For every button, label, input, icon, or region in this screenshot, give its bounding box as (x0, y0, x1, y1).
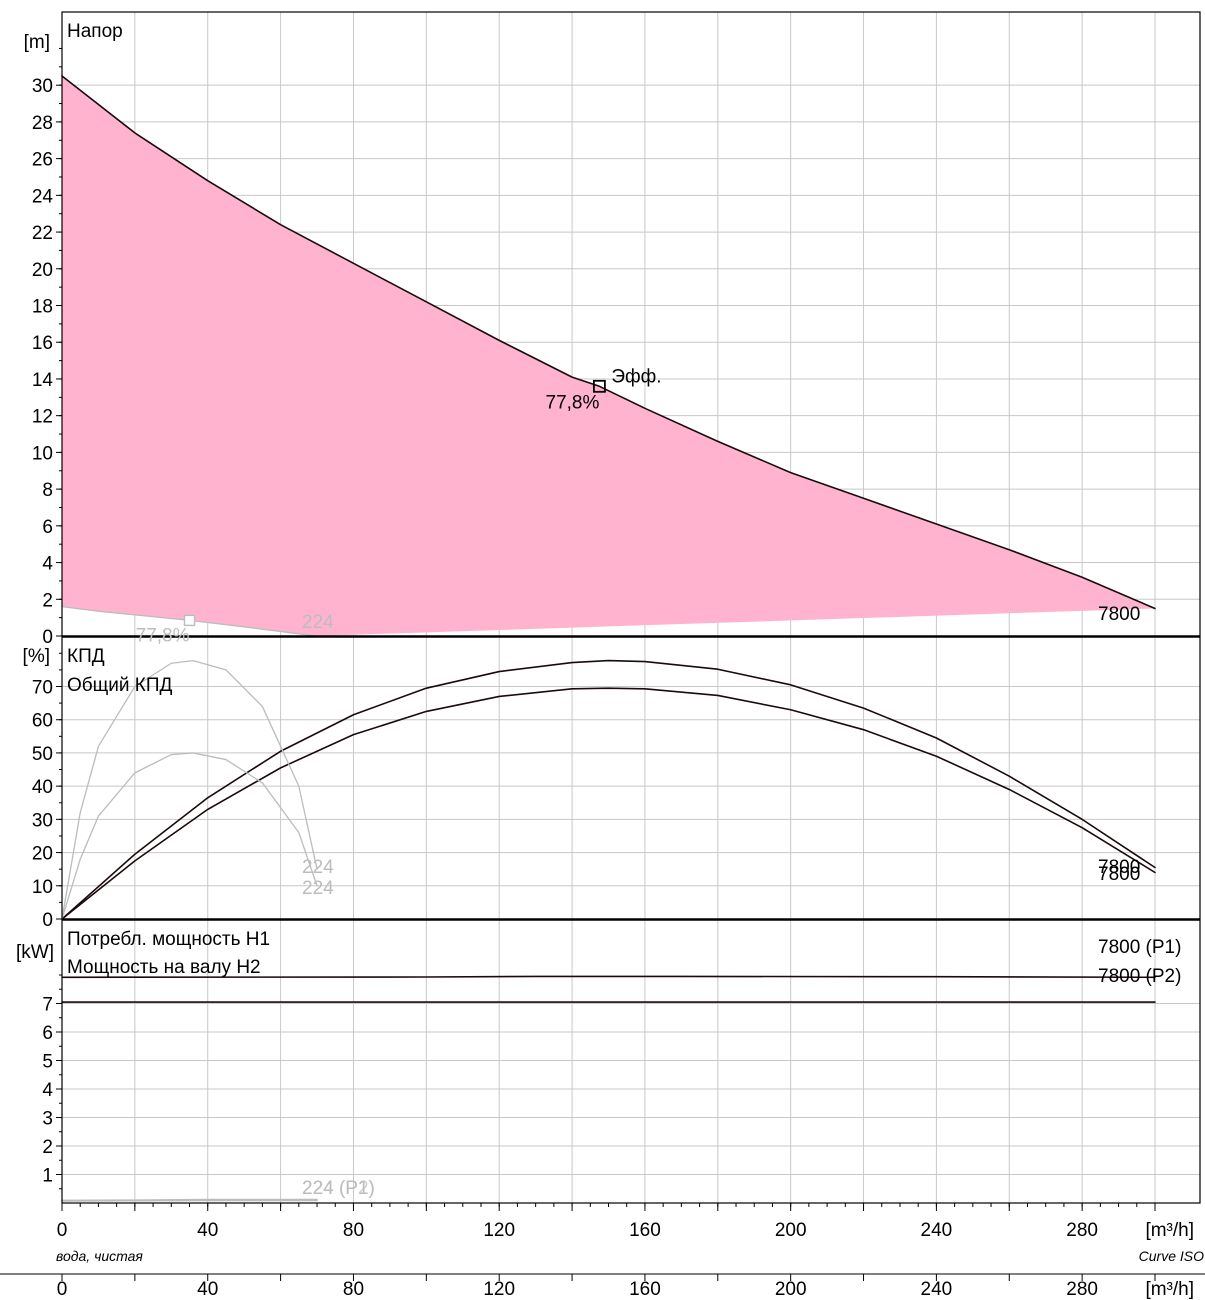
efficiency-curve-7800 (61, 687, 1156, 920)
y-tick-label: 5 (42, 1052, 53, 1073)
y-tick-label: 26 (32, 150, 53, 171)
footer-x-tick-label: 0 (57, 1279, 68, 1300)
y-tick-label: 6 (42, 517, 53, 538)
x-tick-label: 240 (921, 1220, 953, 1241)
footer-x-tick-label: 280 (1066, 1279, 1098, 1300)
x-axis-unit: [m³/h] (1145, 1220, 1194, 1241)
y-tick-label: 20 (32, 844, 53, 865)
frame-layer (0, 11, 1205, 1281)
panel-title-input-power: Потребл. мощность Н1 (67, 929, 270, 950)
power-label-224-p1: 224 (P1) (302, 1178, 375, 1199)
panel-title-head: Напор (67, 21, 123, 42)
plot-frame (61, 11, 1201, 1204)
x-tick-label: 200 (775, 1220, 807, 1241)
duty-point-efficiency: 77,8% (546, 392, 600, 413)
footer-fluid-note: вода, чистая (56, 1248, 143, 1264)
panel-title-efficiency: КПД (67, 646, 105, 667)
efficiency-label-7800: 7800 (1098, 857, 1140, 878)
duty-point-efficiency-224: 77,8% (136, 625, 190, 646)
efficiency-curve-224 (61, 659, 318, 920)
x-tick-label: 40 (197, 1220, 218, 1241)
y-tick-label: 18 (32, 297, 53, 318)
y-tick-label: 2 (42, 1137, 53, 1158)
footer-curve-standard: Curve ISO (1139, 1248, 1204, 1264)
head-curve-7800 (61, 75, 1156, 610)
y-tick-label: 24 (32, 186, 54, 207)
y-tick-label: 7 (42, 995, 53, 1016)
footer-x-tick-label: 40 (197, 1279, 218, 1300)
y-tick-label: 10 (32, 877, 53, 898)
power-label-7800-p1: 7800 (P1) (1098, 937, 1181, 958)
x-tick-label: 80 (343, 1220, 364, 1241)
y-tick-label: 16 (32, 333, 53, 354)
y-tick-label: 28 (32, 113, 53, 134)
duty-point-label: Эфф. (611, 366, 661, 387)
y-tick-label: 40 (32, 777, 53, 798)
y-axis-unit-efficiency: [%] (23, 646, 50, 667)
x-tick-label: 160 (629, 1220, 661, 1241)
y-tick-label: 14 (32, 370, 54, 391)
head-fill-layer (62, 76, 1155, 636)
y-tick-label: 50 (32, 744, 53, 765)
y-tick-label: 6 (42, 1023, 53, 1044)
panel-title-shaft-power: Мощность на валу Н2 (67, 957, 261, 978)
y-tick-label: 60 (32, 711, 53, 732)
y-tick-label: 0 (42, 627, 53, 648)
y-tick-label: 3 (42, 1109, 53, 1130)
panel-title-total-efficiency: Общий КПД (67, 675, 173, 696)
y-tick-label: 10 (32, 443, 53, 464)
head-operating-area (62, 76, 1155, 636)
y-tick-label: 22 (32, 223, 53, 244)
power-label-224-p2: 224 (P2) (302, 1178, 375, 1199)
footer-x-tick-label: 120 (483, 1279, 515, 1300)
y-tick-label: 12 (32, 407, 53, 428)
text-layer: 0246810121416182022242628300102030405060… (16, 21, 1204, 1300)
y-tick-label: 0 (42, 910, 53, 931)
power-curve-7800-P1- (61, 975, 1156, 979)
efficiency-curve-7800 (61, 659, 1156, 920)
x-tick-label: 280 (1066, 1220, 1098, 1241)
y-tick-label: 4 (42, 554, 53, 575)
curve-layer (61, 75, 1156, 1202)
footer-x-tick-label: 200 (775, 1279, 807, 1300)
footer-x-tick-label: 160 (629, 1279, 661, 1300)
power-curve-224-P2- (61, 1199, 318, 1202)
y-tick-label: 30 (32, 810, 53, 831)
y-tick-label: 4 (42, 1080, 53, 1101)
y-tick-label: 2 (42, 590, 53, 611)
efficiency-curve-224 (61, 752, 318, 920)
total-efficiency-label-7800: 7800 (1098, 864, 1140, 885)
y-tick-label: 20 (32, 260, 53, 281)
y-axis-unit-head: [m] (24, 32, 50, 53)
head-curve-label-7800: 7800 (1098, 604, 1140, 625)
y-axis-unit-power: [kW] (16, 942, 54, 963)
footer-x-tick-label: 80 (343, 1279, 364, 1300)
y-tick-label: 8 (42, 480, 53, 501)
head-curve-label-224: 224 (302, 612, 334, 633)
x-tick-label: 0 (57, 1220, 68, 1241)
footer-x-tick-label: 240 (921, 1279, 953, 1300)
efficiency-label-224: 224 (302, 857, 334, 878)
total-efficiency-label-224: 224 (302, 878, 334, 899)
y-tick-label: 1 (42, 1166, 53, 1187)
duty-point-marker-224 (183, 614, 196, 627)
x-tick-label: 120 (483, 1220, 515, 1241)
y-tick-label: 30 (32, 76, 53, 97)
duty-point-marker (592, 379, 606, 393)
y-tick-label: 70 (32, 678, 53, 699)
footer-axis-unit: [m³/h] (1145, 1279, 1194, 1300)
power-label-7800-p2: 7800 (P2) (1098, 966, 1181, 987)
